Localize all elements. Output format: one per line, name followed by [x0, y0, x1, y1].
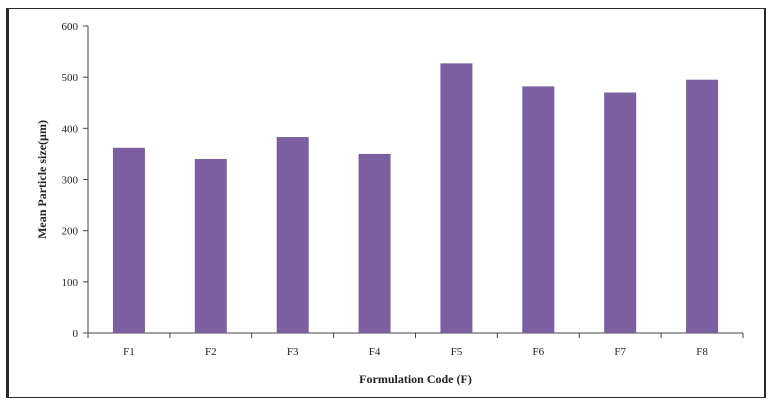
x-tick-label: F2: [205, 346, 217, 358]
y-tick-label: 500: [62, 72, 79, 84]
bar-f8: [686, 79, 719, 333]
y-tick-label: 200: [62, 226, 79, 238]
x-axis: F1 F2 F3 F4 F5 F6 F7 F8: [87, 332, 744, 358]
y-tick-label: 300: [62, 175, 79, 187]
x-tick-label: F3: [287, 346, 299, 358]
y-axis-title: Mean Particle size(µm): [35, 120, 49, 239]
y-tick-label: 400: [62, 123, 79, 135]
bar-f4: [358, 153, 391, 333]
x-axis-title: Formulation Code (F): [359, 372, 472, 386]
bar-f6: [522, 86, 555, 333]
x-tick-label: F7: [614, 346, 626, 358]
x-tick-label: F6: [533, 346, 545, 358]
bar-f3: [276, 137, 309, 333]
bar-f7: [604, 92, 637, 334]
bars: [112, 63, 719, 334]
y-tick-label: 0: [73, 328, 79, 340]
y-tick-label: 100: [62, 277, 79, 289]
bar-f1: [112, 147, 145, 333]
bar-f2: [194, 159, 227, 333]
bar-f5: [440, 63, 473, 334]
x-tick-label: F5: [451, 346, 463, 358]
y-tick-label: 600: [62, 21, 79, 33]
x-tick-label: F8: [696, 346, 708, 358]
x-tick-label: F4: [369, 346, 381, 358]
x-tick-label: F1: [123, 346, 135, 358]
y-axis: 0 100 200 300 400 500 600: [62, 21, 89, 340]
